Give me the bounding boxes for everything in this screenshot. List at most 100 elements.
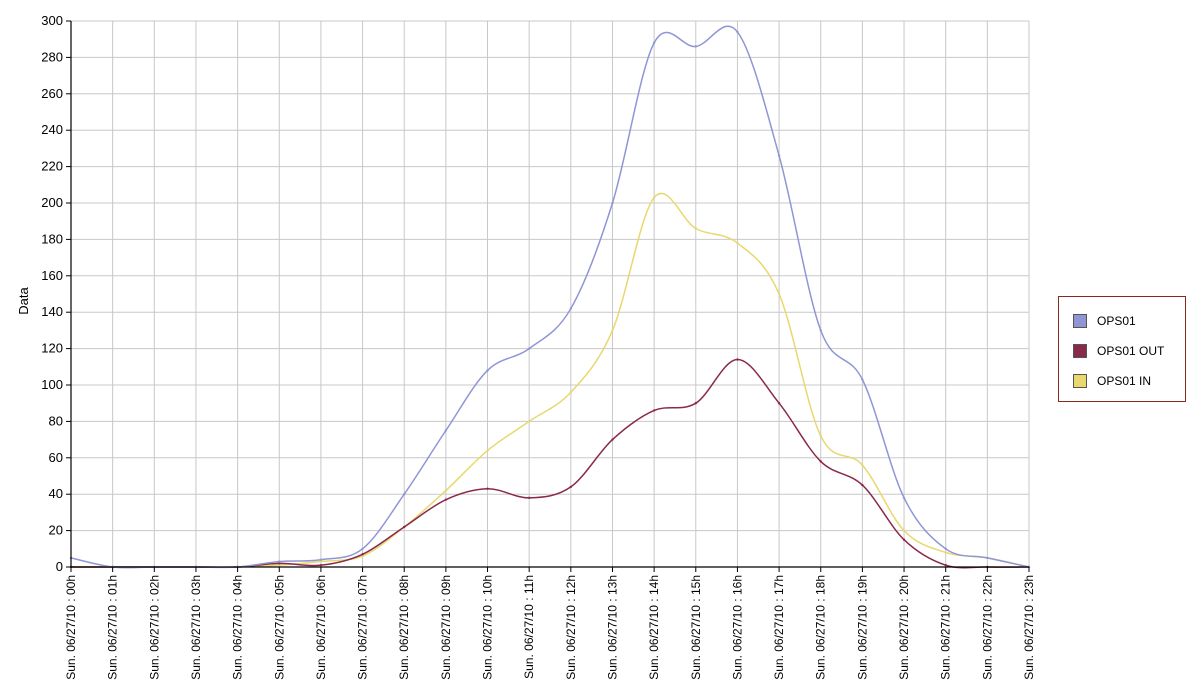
x-tick-label: Sun. 06/27/10 : 10h — [481, 575, 495, 680]
data-point-ops01 — [986, 556, 989, 560]
data-point-ops01-out — [777, 402, 781, 405]
data-point-ops01 — [611, 201, 614, 205]
x-tick-label: Sun. 06/27/10 : 17h — [772, 575, 786, 680]
legend-item: OPS01 — [1073, 306, 1185, 336]
x-tick-label: Sun. 06/27/10 : 18h — [814, 575, 828, 680]
data-point-ops01-out — [652, 409, 656, 412]
y-tick-label: 160 — [41, 268, 63, 283]
x-tick-label: Sun. 06/27/10 : 22h — [980, 575, 994, 680]
data-point-ops01-out — [902, 538, 906, 541]
x-tick-label: Sun. 06/27/10 : 04h — [231, 575, 245, 680]
data-point-ops01-out — [319, 563, 323, 567]
x-tick-label: Sun. 06/27/10 : 21h — [939, 575, 953, 680]
x-tick-label: Sun. 06/27/10 : 02h — [147, 575, 161, 680]
data-point-ops01 — [361, 547, 364, 550]
y-tick-label: 80 — [49, 413, 63, 428]
y-axis-title: Data — [16, 287, 31, 315]
x-tick-label: Sun. 06/27/10 : 06h — [314, 575, 328, 680]
data-point-ops01-in — [527, 420, 531, 423]
y-tick-label: 0 — [56, 559, 63, 574]
data-point-ops01 — [819, 329, 822, 332]
series-line-ops01-in — [71, 192, 1030, 568]
legend: OPS01 OPS01 OUT OPS01 IN — [1058, 296, 1186, 402]
y-tick-label: 20 — [49, 523, 63, 538]
data-point-ops01-in — [444, 489, 448, 492]
data-point-ops01-in — [736, 241, 739, 245]
legend-swatch — [1073, 314, 1087, 328]
y-tick-label: 200 — [41, 195, 63, 210]
data-point-ops01-out — [486, 487, 489, 490]
data-point-ops01-out — [361, 553, 364, 556]
data-point-ops01 — [444, 429, 448, 432]
data-point-ops01 — [777, 154, 781, 157]
x-tick-label: Sun. 06/27/10 : 16h — [730, 575, 744, 680]
data-point-ops01-in — [486, 449, 489, 452]
data-point-ops01-in — [361, 554, 364, 558]
x-tick-label: Sun. 06/27/10 : 05h — [272, 575, 286, 680]
data-point-ops01-out — [444, 498, 448, 501]
data-point-ops01 — [278, 560, 281, 563]
data-point-ops01-out — [694, 402, 697, 405]
y-tick-label: 40 — [49, 486, 63, 501]
data-point-ops01 — [694, 45, 697, 48]
legend-label: OPS01 OUT — [1097, 344, 1165, 358]
data-point-ops01-out — [569, 485, 573, 489]
data-point-ops01-out — [611, 438, 614, 441]
y-tick-label: 140 — [41, 304, 63, 319]
legend-label: OPS01 IN — [1097, 374, 1152, 388]
data-point-ops01-in — [777, 292, 781, 296]
data-point-ops01-out — [736, 358, 739, 361]
data-point-ops01-in — [819, 434, 822, 438]
legend-label: OPS01 — [1097, 314, 1136, 328]
data-point-ops01-out — [819, 460, 822, 463]
x-tick-label: Sun. 06/27/10 : 07h — [356, 575, 370, 680]
x-tick-label: Sun. 06/27/10 : 03h — [189, 575, 203, 680]
data-point-ops01-in — [902, 529, 906, 532]
x-tick-label: Sun. 06/27/10 : 12h — [564, 575, 578, 680]
data-point-ops01-out — [944, 563, 947, 567]
x-tick-label: Sun. 06/27/10 : 23h — [1022, 575, 1036, 680]
y-tick-label: 260 — [41, 86, 63, 101]
data-point-ops01 — [736, 30, 739, 34]
data-point-ops01-in — [652, 196, 656, 199]
axis-layer — [66, 20, 1030, 572]
data-point-ops01 — [902, 496, 906, 500]
data-point-ops01-in — [569, 391, 573, 394]
label-layer: 0 20 40 60 80 100 120 140 160 180 200 220 240 260 280 3… — [41, 13, 1036, 680]
data-point-ops01 — [569, 307, 573, 310]
legend-swatch — [1073, 374, 1087, 388]
data-point-ops01-in — [944, 551, 947, 554]
data-point-ops01 — [319, 558, 323, 561]
data-point-ops01 — [861, 378, 864, 381]
y-tick-label: 100 — [41, 377, 63, 392]
data-point-ops01 — [944, 547, 947, 550]
x-tick-label: Sun. 06/27/10 : 14h — [647, 575, 661, 680]
legend-item: OPS01 OUT — [1073, 336, 1185, 366]
grid-layer — [70, 20, 1030, 568]
series-layer — [69, 25, 1031, 569]
x-tick-label: Sun. 06/27/10 : 01h — [106, 575, 120, 680]
y-tick-label: 280 — [41, 49, 63, 64]
x-tick-label: Sun. 06/27/10 : 19h — [855, 575, 869, 680]
legend-item: OPS01 IN — [1073, 366, 1185, 396]
data-point-ops01-out — [527, 496, 531, 500]
data-point-ops01 — [403, 493, 406, 496]
data-point-ops01 — [652, 41, 656, 45]
series-line-ops01-out — [71, 358, 1030, 569]
legend-swatch — [1073, 344, 1087, 358]
y-tick-label: 120 — [41, 341, 63, 356]
data-point-ops01-in — [694, 227, 697, 230]
y-tick-label: 180 — [41, 231, 63, 246]
x-tick-label: Sun. 06/27/10 : 08h — [397, 575, 411, 680]
x-tick-label: Sun. 06/27/10 : 15h — [689, 575, 703, 680]
data-point-ops01 — [527, 347, 531, 350]
y-tick-label: 240 — [41, 122, 63, 137]
data-point-ops01-out — [861, 483, 864, 487]
x-tick-label: Sun. 06/27/10 : 20h — [897, 575, 911, 680]
data-point-ops01-out — [403, 525, 406, 529]
data-point-ops01-in — [861, 463, 864, 467]
x-tick-label: Sun. 06/27/10 : 09h — [439, 575, 453, 680]
x-tick-label: Sun. 06/27/10 : 13h — [605, 575, 619, 680]
